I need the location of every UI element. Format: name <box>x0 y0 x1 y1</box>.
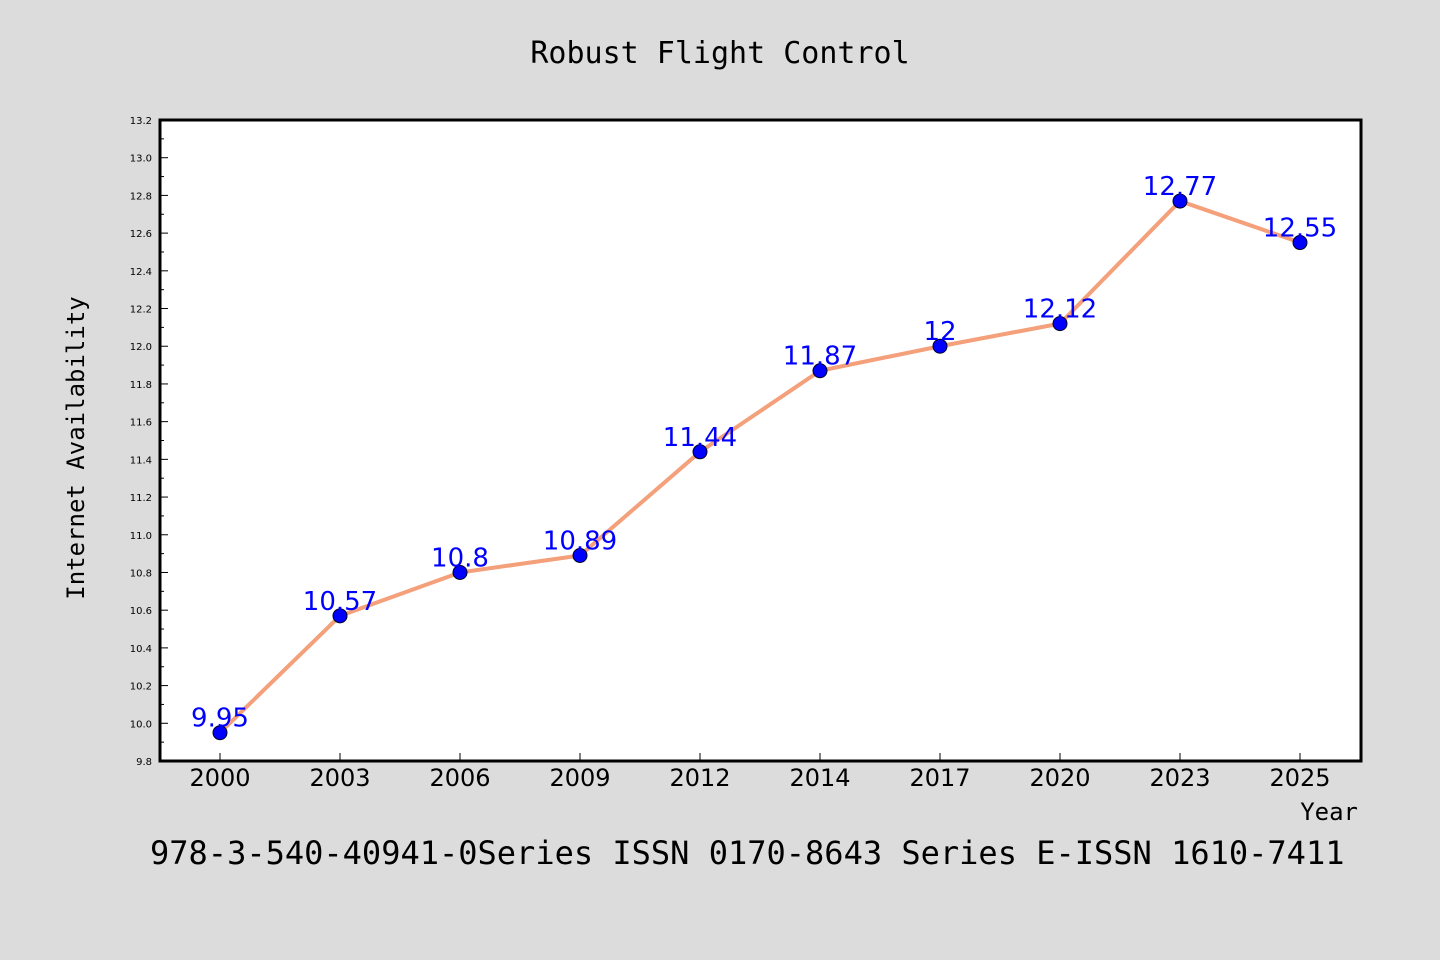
x-tick-label: 2014 <box>789 764 850 792</box>
plot-frame <box>158 118 1363 763</box>
x-tick-label: 2020 <box>1029 764 1090 792</box>
y-tick-label: 12.2 <box>130 305 152 316</box>
data-labels: 9.95 10.57 10.8 10.89 11.44 11.87 12 12.12 12.77… <box>191 172 1337 734</box>
y-tick-label: 10.6 <box>130 606 152 617</box>
y-tick-label: 12.8 <box>130 191 152 202</box>
x-tick-label: 2003 <box>309 764 370 792</box>
data-point <box>932 338 948 354</box>
y-tick-label: 9.8 <box>136 757 152 768</box>
y-tick-label: 11.6 <box>130 418 152 429</box>
y-tick-label: 10.8 <box>130 568 152 579</box>
x-tick-label: 2023 <box>1149 764 1210 792</box>
data-label: 12.55 <box>1263 214 1337 244</box>
data-point <box>1172 193 1188 209</box>
data-label: 9.95 <box>191 704 249 734</box>
x-axis-ticks: 2000 2003 2006 2009 2012 2014 2017 2020 2023 2025 <box>189 753 1331 792</box>
x-tick-label: 2006 <box>429 764 490 792</box>
x-tick-label: 2025 <box>1269 764 1330 792</box>
data-point <box>332 608 348 624</box>
data-point <box>812 363 828 379</box>
y-tick-label: 12.6 <box>130 229 152 240</box>
data-label: 10.89 <box>543 527 617 557</box>
data-label: 12 <box>923 317 956 347</box>
x-tick-label: 2012 <box>669 764 730 792</box>
y-tick-label: 11.0 <box>130 531 152 542</box>
y-tick-label: 10.4 <box>130 644 152 655</box>
y-axis-label: Internet Availability <box>62 296 90 599</box>
plot-area <box>160 120 1361 761</box>
data-markers <box>212 193 1308 741</box>
data-label: 11.87 <box>783 342 857 372</box>
y-tick-label: 13.2 <box>130 116 152 127</box>
y-tick-label: 13.0 <box>130 154 152 165</box>
x-axis-label: Year <box>1300 798 1358 826</box>
y-tick-label: 11.8 <box>130 380 152 391</box>
data-label: 12.12 <box>1023 295 1097 325</box>
y-tick-label: 12.4 <box>130 267 152 278</box>
data-point <box>212 725 228 741</box>
data-point <box>572 548 588 564</box>
x-tick-label: 2009 <box>549 764 610 792</box>
data-point <box>1292 235 1308 251</box>
footer-text: 978-3-540-40941-0Series ISSN 0170-8643 S… <box>150 834 1344 872</box>
data-label: 11.44 <box>663 423 737 453</box>
data-point <box>692 444 708 460</box>
data-point <box>452 564 468 580</box>
data-label: 10.57 <box>303 587 377 617</box>
y-tick-label: 10.2 <box>130 682 152 693</box>
y-tick-label: 10.0 <box>130 719 152 730</box>
y-tick-label: 11.4 <box>130 455 152 466</box>
x-tick-label: 2000 <box>189 764 250 792</box>
y-tick-label: 11.2 <box>130 493 152 504</box>
series-line-layer <box>218 199 1302 735</box>
y-tick-label: 12.0 <box>130 342 152 353</box>
series-line <box>218 199 1302 735</box>
chart-title: Robust Flight Control <box>530 36 909 71</box>
data-label: 10.8 <box>431 543 489 573</box>
x-tick-label: 2017 <box>909 764 970 792</box>
data-point <box>1052 316 1068 332</box>
data-label: 12.77 <box>1143 172 1217 202</box>
